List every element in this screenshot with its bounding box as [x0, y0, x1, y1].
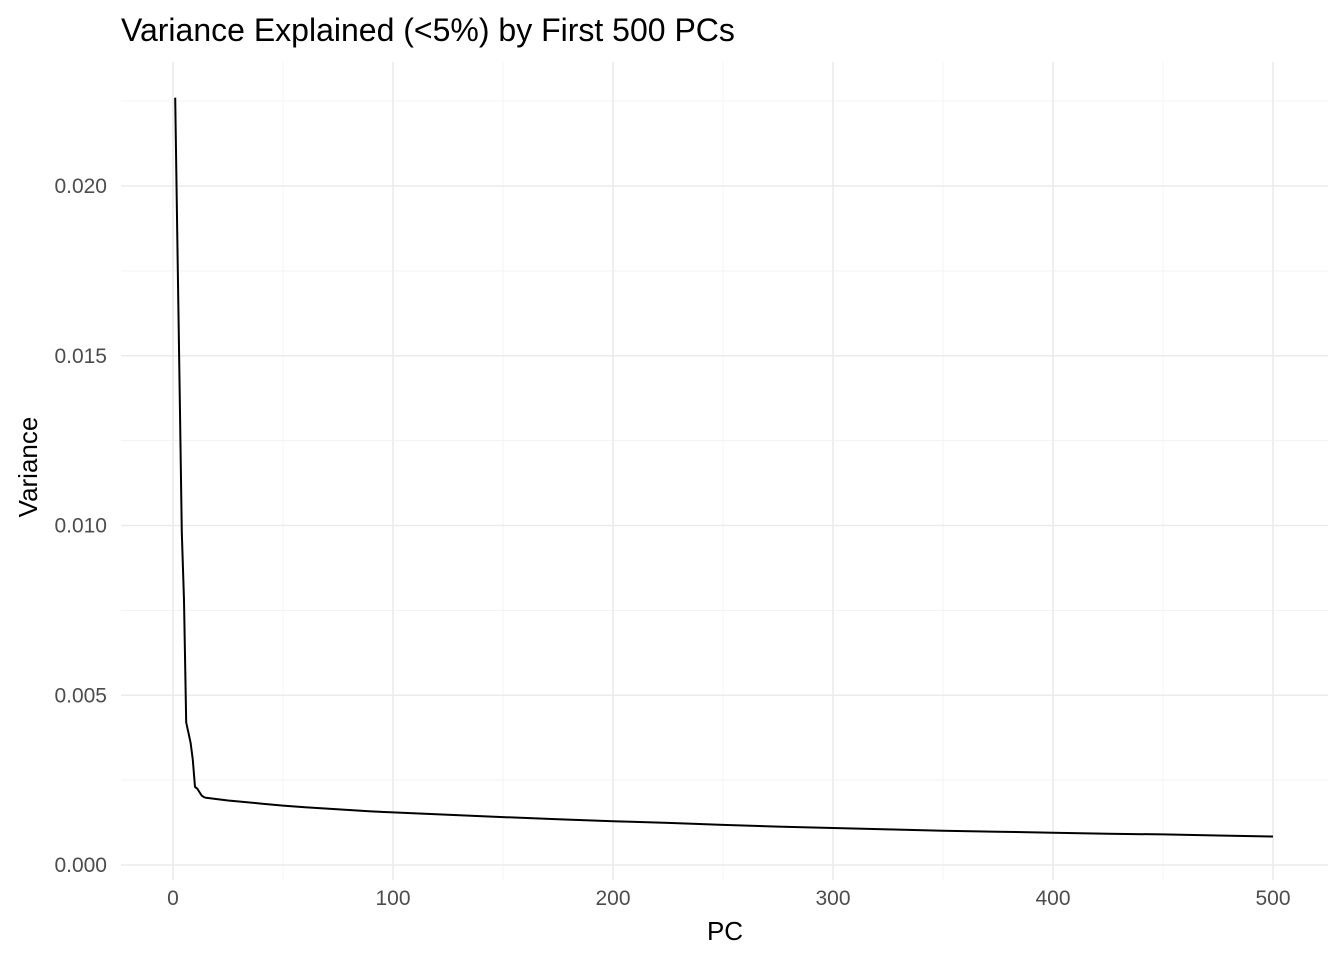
x-tick-label: 300 — [815, 887, 850, 910]
x-tick-label: 400 — [1035, 887, 1070, 910]
chart-title: Variance Explained (<5%) by First 500 PC… — [121, 12, 735, 48]
y-tick-label: 0.000 — [54, 854, 107, 877]
x-axis-title: PC — [707, 916, 743, 946]
y-tick-label: 0.005 — [54, 684, 107, 707]
grid-lines — [121, 62, 1328, 880]
y-tick-label: 0.020 — [54, 175, 107, 198]
variance-series-line — [174, 97, 1274, 838]
x-tick-label: 200 — [595, 887, 630, 910]
series-layer — [174, 97, 1274, 838]
y-tick-label: 0.015 — [54, 345, 107, 368]
x-tick-label: 0 — [167, 887, 179, 910]
tick-labels: 0 100 200 300 400 500 0.000 0.005 0.010 0.015 0.02… — [54, 175, 1290, 910]
x-tick-label: 100 — [375, 887, 410, 910]
y-axis-title: Variance — [13, 417, 43, 518]
y-tick-label: 0.010 — [54, 515, 107, 538]
x-tick-label: 500 — [1255, 887, 1290, 910]
